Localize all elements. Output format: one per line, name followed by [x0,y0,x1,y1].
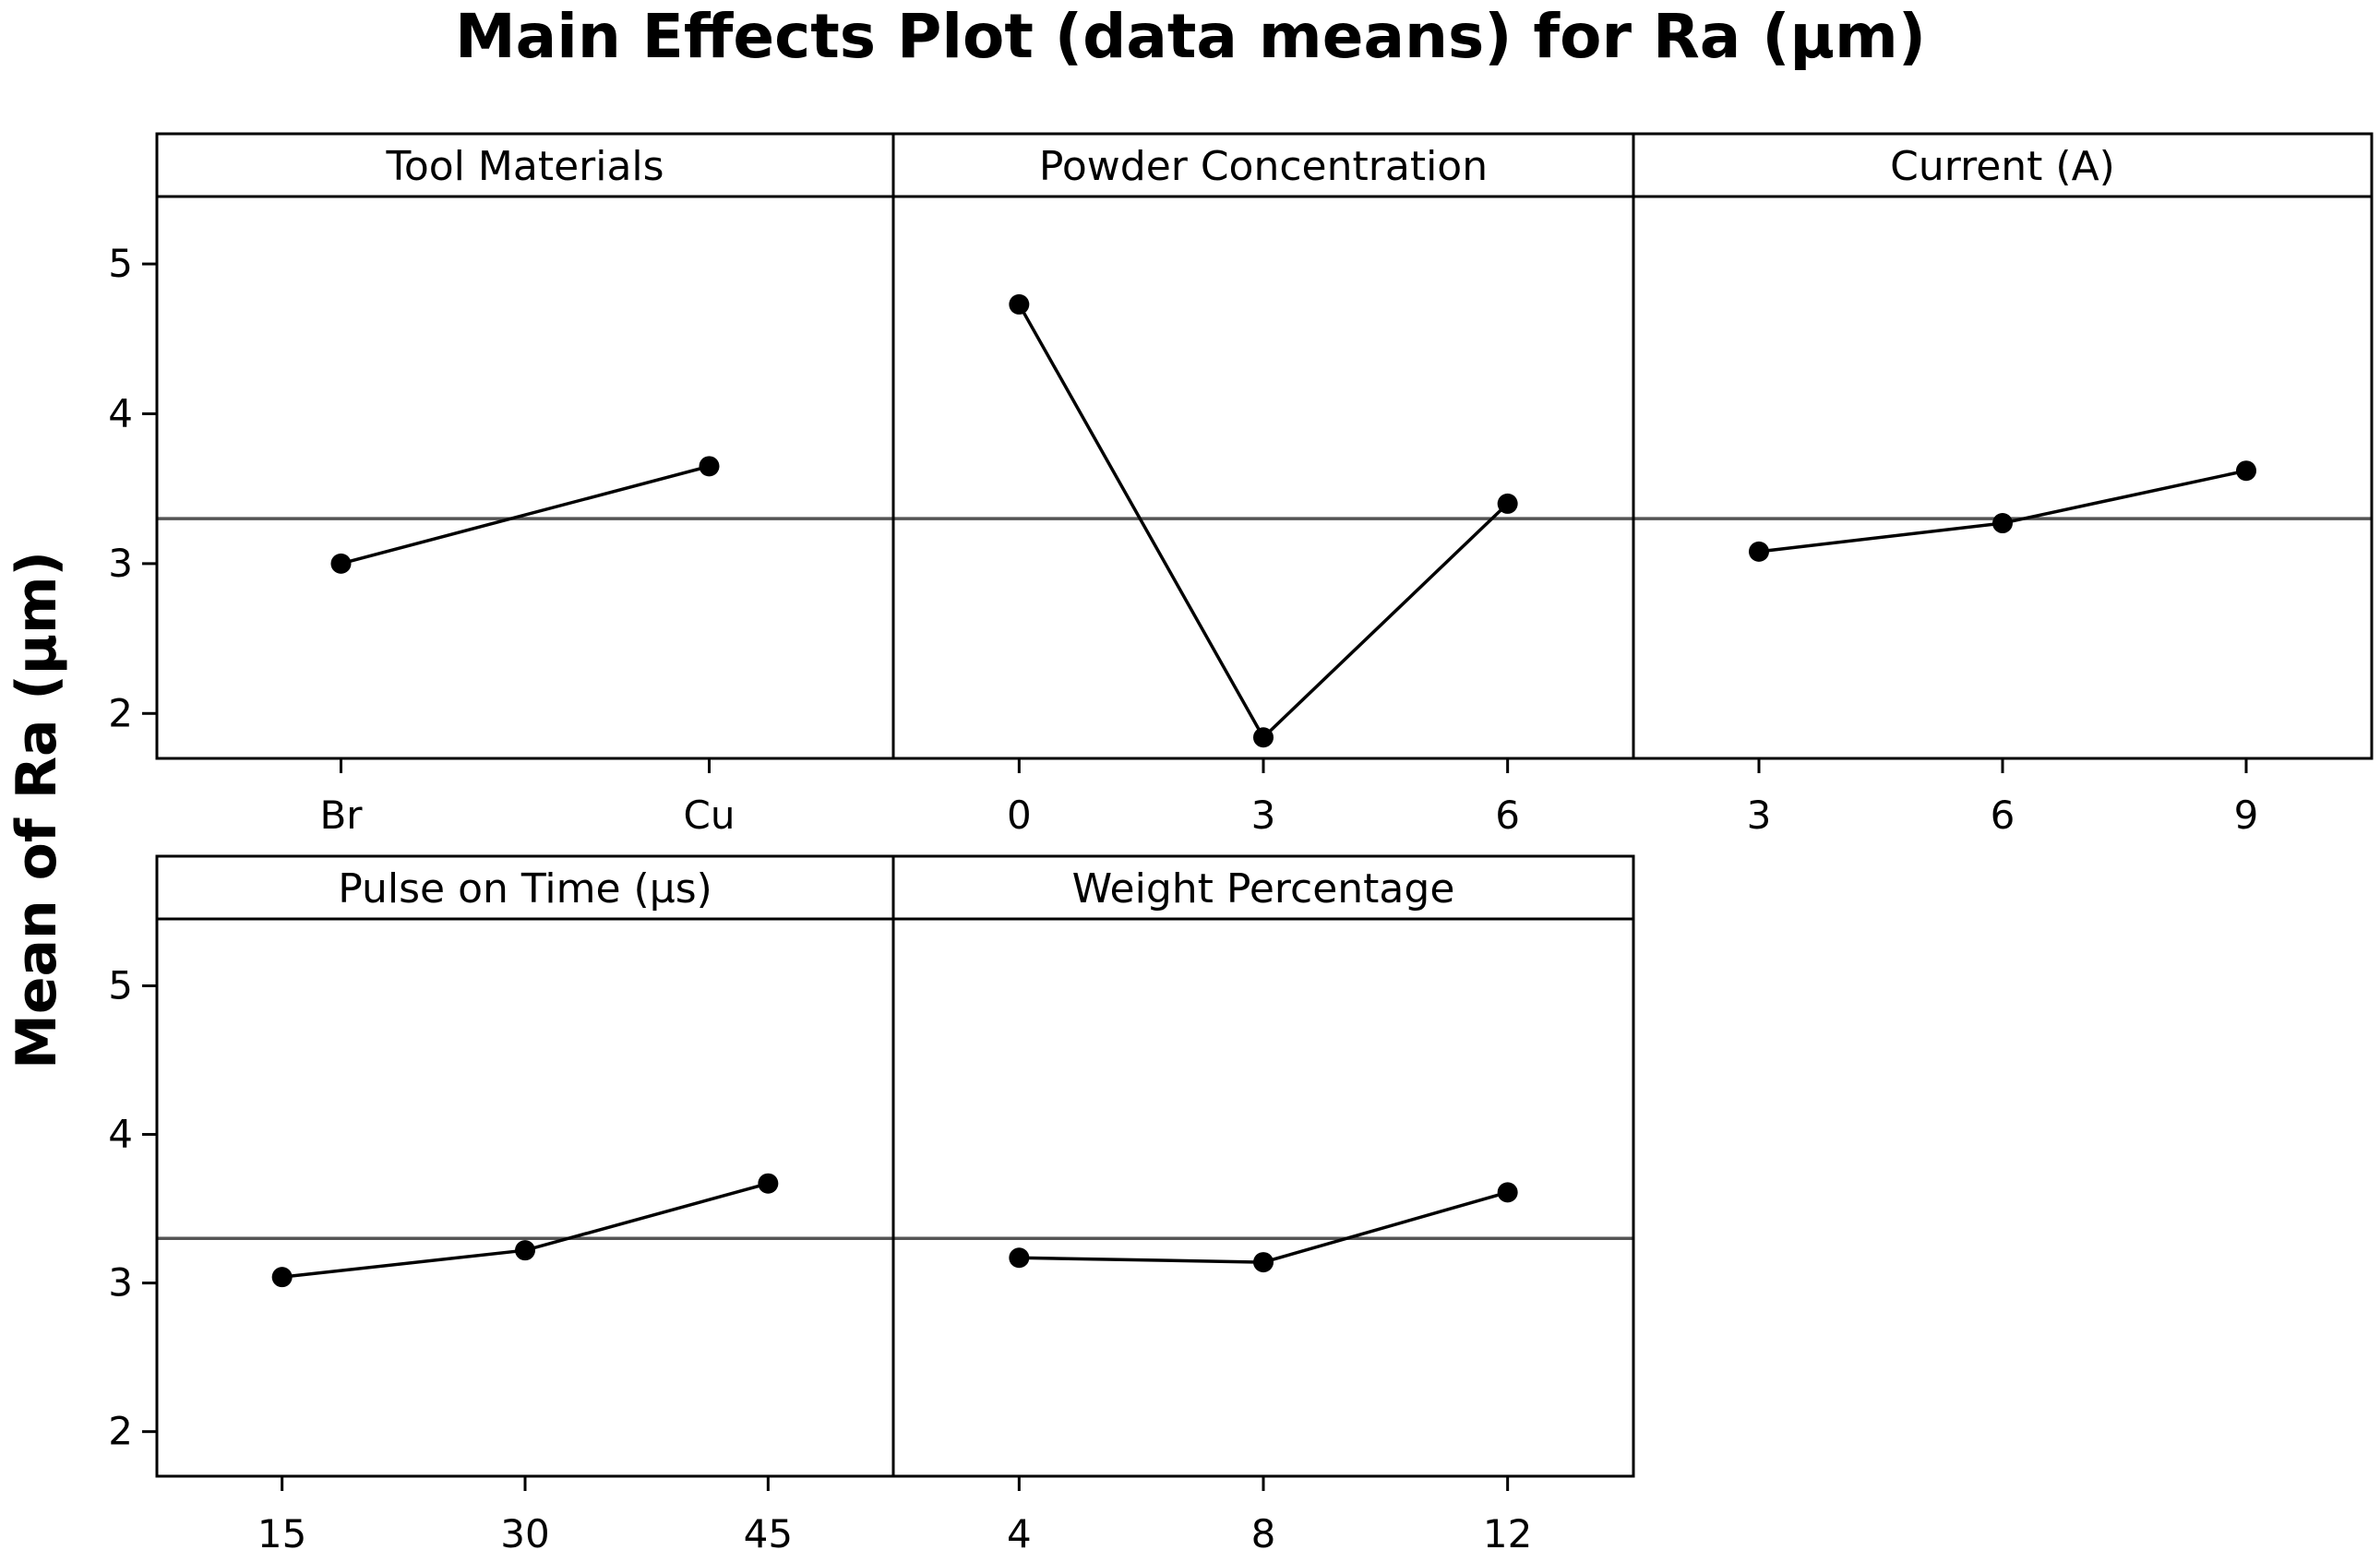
panel-frame [155,132,895,760]
y-tick-label: 3 [108,541,133,586]
panel-2: Current (A) 3 6 9 [1632,132,2374,838]
y-tick-label: 5 [108,962,133,1008]
x-tick-label: 12 [1483,1511,1532,1556]
y-tick-label: 2 [108,690,133,735]
data-point [330,553,352,574]
panel-frame [891,132,1635,760]
panel-strip-label: Tool Materials [385,143,664,190]
panel-strip-label: Current (A) [1890,143,2115,190]
x-tick-label: 45 [744,1511,793,1556]
series-line [1758,469,2247,554]
panel-strip-label: Weight Percentage [1072,865,1455,912]
panel-4: Weight Percentage 4 8 12 [891,854,1635,1556]
panel-frame [891,854,1635,1478]
data-point [1497,1182,1518,1203]
panel-3: Pulse on Time (µs) 15 30 45 [155,854,895,1556]
x-tick-label: Br [319,793,363,838]
x-tick-label: 3 [1747,793,1772,838]
y-tick-label: 4 [108,1112,133,1157]
x-tick-label: Cu [684,793,736,838]
x-tick-label: 15 [257,1511,306,1556]
panel-frame [155,854,895,1478]
data-point [515,1240,535,1261]
data-point [1253,1252,1274,1273]
x-tick-label: 3 [1251,793,1276,838]
x-tick-label: 30 [500,1511,549,1556]
x-tick-label: 6 [1991,793,2015,838]
data-point [1009,1247,1030,1269]
panel-frame [1632,132,2374,760]
x-tick-label: 9 [2234,793,2259,838]
panel-1: Powder Concentration 0 3 6 [891,132,1635,838]
series-line [281,1182,769,1279]
panel-strip-label: Powder Concentration [1039,143,1488,190]
y-tick-label: 2 [108,1409,133,1454]
series-line [1017,304,1509,741]
chart-title: Main Effects Plot (data means) for Ra (µ… [455,1,1926,72]
x-tick-label: 0 [1007,793,1032,838]
series-line [341,464,710,566]
x-tick-label: 8 [1251,1511,1276,1556]
panel-0: Tool Materials Br Cu [155,132,895,838]
data-point [1253,727,1274,748]
data-point [699,456,720,477]
series-line [1019,1190,1509,1264]
y-tick-label: 4 [108,390,133,435]
data-point [271,1267,293,1288]
data-point [2236,460,2256,482]
data-point [1497,493,1518,514]
data-point [758,1173,779,1194]
x-tick-label: 6 [1495,793,1520,838]
y-tick-label: 5 [108,241,133,286]
data-point [1749,541,1769,562]
data-point [1009,293,1030,315]
x-tick-label: 4 [1007,1511,1032,1556]
y-axis-title: Mean of Ra (µm) [5,551,69,1069]
y-tick-label: 3 [108,1260,133,1306]
data-point [1992,513,2013,534]
panel-strip-label: Pulse on Time (µs) [338,865,712,912]
